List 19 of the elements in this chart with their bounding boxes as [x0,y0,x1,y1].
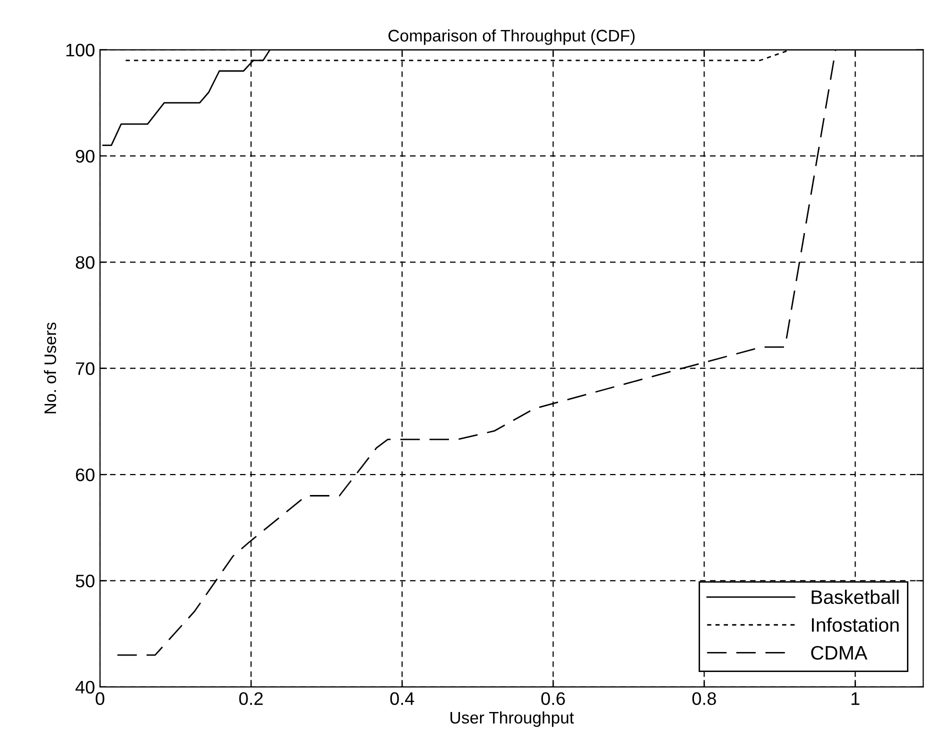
y-tick-label: 90 [76,150,94,163]
y-tick-label: 60 [76,468,94,482]
legend-label: Basketball [812,590,899,604]
legend-label: Infostation [812,618,899,632]
x-tick-label: 1 [852,692,860,705]
x-axis-title: User Throughput [450,711,574,727]
chart-title: Comparison of Throughput (CDF) [388,29,635,45]
y-tick-label: 70 [76,362,94,376]
x-tick-label: 0.4 [390,692,414,706]
x-tick-label: 0 [96,692,104,706]
x-tick-label: 0.6 [541,692,565,706]
y-tick-label: 100 [66,44,94,56]
x-tick-label: 0.2 [239,692,263,706]
y-tick-label: 80 [76,256,94,269]
y-tick-label: 50 [76,574,94,588]
y-axis-title: No. of Users [44,322,56,414]
x-tick-label: 0.8 [692,692,716,706]
y-tick-label: 40 [75,680,94,694]
legend-label: CDMA [811,646,868,660]
